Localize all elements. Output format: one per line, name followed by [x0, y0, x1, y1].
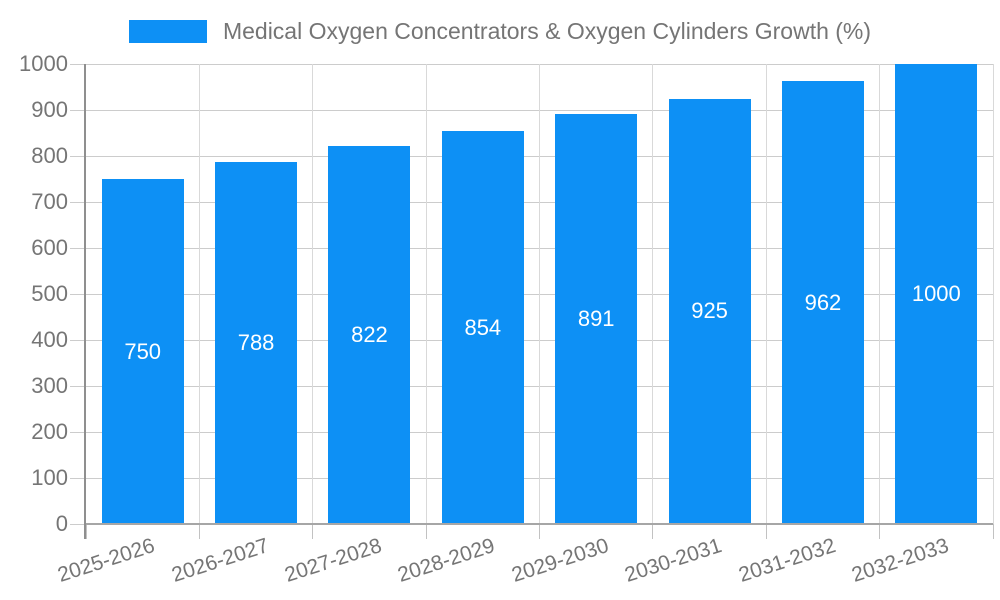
- bar[interactable]: [215, 161, 298, 524]
- x-axis-tick: [879, 524, 881, 539]
- y-axis-tick: [70, 293, 86, 295]
- y-axis-label: 100: [31, 465, 68, 490]
- y-axis-label: 500: [31, 281, 68, 306]
- vertical-gridline: [198, 64, 200, 524]
- x-axis-label: 2029-2030: [508, 534, 612, 587]
- legend: Medical Oxygen Concentrators & Oxygen Cy…: [0, 18, 1000, 45]
- x-axis-tick: [539, 524, 540, 539]
- bar-value-label: 891: [577, 306, 615, 332]
- bar-value-label: 962: [804, 289, 842, 315]
- vertical-gridline: [312, 64, 314, 524]
- legend-item[interactable]: Medical Oxygen Concentrators & Oxygen Cy…: [128, 18, 872, 45]
- y-axis-tick: [70, 155, 86, 157]
- x-axis-tick: [312, 524, 314, 539]
- x-axis-tick: [652, 524, 654, 539]
- bar[interactable]: [101, 179, 184, 524]
- y-axis-line: [84, 64, 86, 539]
- bar-value-label: 925: [691, 298, 728, 324]
- x-axis-label: 2026-2027: [168, 534, 272, 587]
- bar-value-label: 1000: [911, 281, 961, 306]
- bar[interactable]: [668, 98, 751, 524]
- y-axis-tick: [70, 385, 86, 387]
- x-axis-tick: [992, 524, 994, 539]
- y-axis-tick: [70, 63, 86, 65]
- bar[interactable]: [895, 64, 978, 524]
- bar[interactable]: [441, 131, 524, 524]
- chart-title: Medical Oxygen Concentrators & Oxygen Cy…: [222, 18, 872, 44]
- y-axis-label: 800: [31, 143, 68, 168]
- bar-value-label: 750: [124, 338, 162, 364]
- bar-value-label: 854: [464, 314, 502, 340]
- x-axis-label: 2032-2033: [848, 534, 952, 587]
- y-axis-tick: [70, 109, 86, 111]
- bar[interactable]: [555, 114, 638, 524]
- vertical-gridline: [992, 64, 994, 524]
- x-axis-label: 2028-2029: [395, 534, 498, 587]
- x-axis-tick: [765, 524, 767, 539]
- x-axis-tick: [85, 524, 87, 539]
- y-axis-tick: [70, 247, 86, 249]
- bar[interactable]: [781, 81, 864, 524]
- x-axis-label: 2030-2031: [622, 534, 725, 587]
- vertical-gridline: [425, 64, 427, 524]
- vertical-gridline: [765, 64, 767, 524]
- x-axis-tick: [198, 524, 200, 539]
- y-axis-label: 0: [55, 511, 68, 536]
- y-axis-tick: [70, 523, 86, 525]
- bar-value-label: 822: [351, 321, 388, 347]
- y-axis-label: 400: [31, 327, 68, 352]
- y-axis-tick: [70, 201, 86, 203]
- y-axis-label: 900: [31, 97, 68, 122]
- y-axis-tick: [70, 431, 86, 433]
- x-axis-label: 2025-2026: [55, 534, 158, 587]
- x-axis-tick: [425, 524, 427, 539]
- vertical-gridline: [539, 64, 540, 524]
- series-color-swatch: [128, 20, 207, 43]
- y-axis-label: 300: [31, 373, 68, 398]
- y-axis-tick: [70, 477, 86, 479]
- y-axis-label: 700: [31, 189, 68, 214]
- bar[interactable]: [328, 145, 411, 524]
- y-axis-tick: [70, 339, 86, 341]
- bar-value-label: 788: [237, 329, 275, 355]
- x-axis-label: 2031-2032: [735, 534, 839, 587]
- x-axis-line: [84, 523, 993, 525]
- y-axis-label: 200: [31, 419, 68, 444]
- vertical-gridline: [652, 64, 654, 524]
- x-axis-label: 2027-2028: [281, 534, 385, 587]
- y-axis-label: 600: [31, 235, 68, 260]
- vertical-gridline: [879, 64, 881, 524]
- y-axis-label: 1000: [19, 51, 68, 76]
